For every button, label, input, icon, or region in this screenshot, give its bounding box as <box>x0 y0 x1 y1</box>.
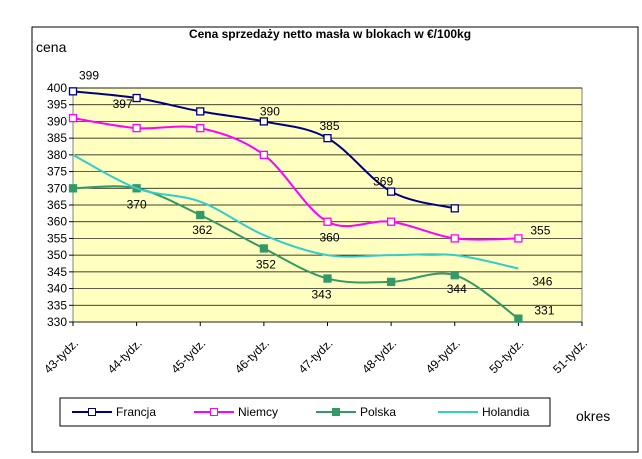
marker <box>323 217 332 226</box>
marker <box>514 234 523 243</box>
marker <box>68 87 78 96</box>
y-tick-label: 340 <box>47 282 67 296</box>
marker <box>132 93 141 103</box>
marker <box>259 150 269 160</box>
marker <box>68 184 78 193</box>
y-tick-label: 335 <box>47 298 67 312</box>
legend-marker <box>88 408 96 416</box>
marker <box>386 217 396 226</box>
y-axis-label: cena <box>36 39 67 55</box>
data-label: 344 <box>447 282 467 296</box>
y-tick-label: 375 <box>47 165 67 179</box>
data-label: 369 <box>373 175 393 189</box>
series-line <box>72 117 519 241</box>
series-line <box>72 153 519 270</box>
data-label: 346 <box>532 275 552 289</box>
y-tick-label: 350 <box>47 248 67 262</box>
legend-marker <box>332 408 340 416</box>
marker <box>196 123 205 133</box>
y-tick-label: 355 <box>47 231 67 245</box>
legend-label: Holandia <box>482 405 530 419</box>
data-label: 352 <box>256 257 276 271</box>
marker <box>68 113 78 123</box>
y-tick-label: 390 <box>47 114 67 128</box>
legend-label: Francja <box>116 405 156 419</box>
data-label: 390 <box>260 104 280 118</box>
data-label: 355 <box>530 223 550 237</box>
y-tick-label: 330 <box>47 315 67 329</box>
data-label: 343 <box>311 288 331 302</box>
chart-title: Cena sprzedaży netto masła w blokach w €… <box>189 27 471 41</box>
marker <box>514 314 523 323</box>
marker <box>323 274 332 283</box>
data-label: 362 <box>192 223 212 237</box>
marker <box>196 107 205 116</box>
y-tick-label: 345 <box>47 265 67 279</box>
data-label: 331 <box>534 304 554 318</box>
y-tick-label: 360 <box>47 215 67 229</box>
legend-label: Polska <box>360 405 396 419</box>
marker <box>259 117 269 126</box>
y-tick-label: 400 <box>47 81 67 95</box>
y-tick-label: 385 <box>47 131 67 145</box>
marker <box>323 133 332 143</box>
data-label: 399 <box>79 68 99 82</box>
y-tick-label: 365 <box>47 198 67 212</box>
marker <box>259 244 269 253</box>
marker <box>450 204 459 213</box>
y-tick-label: 370 <box>47 181 67 195</box>
marker <box>450 234 459 243</box>
marker <box>450 271 459 280</box>
x-axis-label: okres <box>576 408 610 424</box>
legend-label: Niemcy <box>238 405 278 419</box>
y-tick-label: 395 <box>47 98 67 112</box>
data-label: 360 <box>319 231 339 245</box>
marker <box>132 123 141 133</box>
marker <box>196 210 205 220</box>
y-tick-label: 380 <box>47 148 67 162</box>
data-label: 397 <box>113 97 133 111</box>
data-label: 370 <box>127 197 147 211</box>
marker <box>386 277 396 287</box>
legend-marker <box>210 408 218 416</box>
marker <box>386 187 396 196</box>
data-label: 385 <box>319 119 339 133</box>
